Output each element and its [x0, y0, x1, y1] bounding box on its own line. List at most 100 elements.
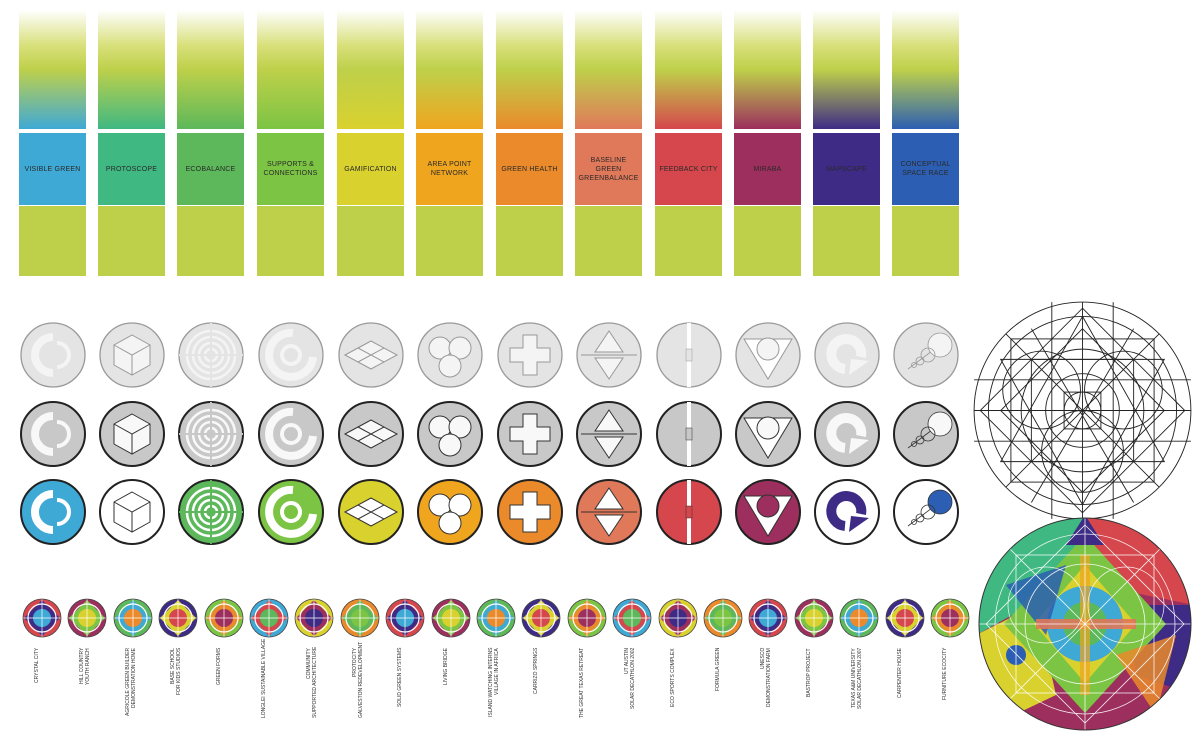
project-label-text: UT AUSTIN SOLAR DECATHLON 2002: [624, 648, 637, 710]
category-label: FEEDBACK CITY: [655, 133, 722, 205]
three-circles-light-icon: [417, 322, 483, 388]
project-diagram-icon: [476, 598, 516, 638]
category-column: PROTOSCOPE: [98, 10, 165, 276]
category-gradient: [813, 10, 880, 129]
arrow-loop-gray-icon: [814, 401, 880, 467]
category-gradient: [575, 10, 642, 129]
three-circles-color-icon: [417, 479, 483, 545]
split-gray-icon: [656, 401, 722, 467]
category-gradient: [655, 10, 722, 129]
project-label-text: LONGLEI SUSTAINABLE VILLAGE: [261, 638, 267, 718]
c-ring-gray-icon: [20, 401, 86, 467]
category-gradient: [177, 10, 244, 129]
cross-gray-icon: [497, 401, 563, 467]
category-label: SUPPORTS & CONNECTIONS: [257, 133, 324, 205]
category-gradient: [337, 10, 404, 129]
project-diagram-icon: [340, 598, 380, 638]
category-label-text: GREEN HEALTH: [501, 165, 558, 173]
hourglass-color-icon: [576, 479, 642, 545]
icon-grid: [20, 322, 959, 545]
project-label-text: ISLAND WATCHING INTERNS VILLAGE IN AFRIC…: [488, 648, 500, 718]
project-label-text: FURNITURE ECOCITY: [942, 648, 948, 701]
category-column: AREA POINT NETWORK: [416, 10, 483, 276]
category-column: MIRABA: [734, 10, 801, 276]
project-diagram-icon: [249, 598, 289, 638]
category-label: ECOBALANCE: [177, 133, 244, 205]
target-light-icon: [178, 322, 244, 388]
category-base: [337, 206, 404, 276]
category-gradient: [257, 10, 324, 129]
project-label-text: CRYSTAL CITY: [34, 648, 40, 684]
project-diagram-icon: [67, 598, 107, 638]
category-base: [496, 206, 563, 276]
category-label-text: CONCEPTUAL SPACE RACE: [900, 161, 951, 177]
category-label-text: FEEDBACK CITY: [659, 165, 718, 173]
category-base: [19, 206, 86, 276]
category-label: PROTOSCOPE: [98, 133, 165, 205]
category-label-text: PROTOSCOPE: [105, 165, 158, 173]
category-gradient: [496, 10, 563, 129]
category-base: [416, 206, 483, 276]
category-label-text: AREA POINT NETWORK: [427, 161, 472, 177]
category-column: ECOBALANCE: [177, 10, 244, 276]
category-label-text: SUPPORTS & CONNECTIONS: [263, 161, 318, 177]
project-label-text: TEXAS A&M UNIVERSITY SOLAR DECATHLON 200…: [851, 648, 864, 710]
category-column: CONCEPTUAL SPACE RACE: [892, 10, 959, 276]
geometry-construction-diagram: [973, 301, 1192, 520]
category-label: MAPSCAPE: [813, 133, 880, 205]
cross-color-icon: [497, 479, 563, 545]
project-label-text: AGRICOLE GREEN BUILDER DEMONSTRATION HOM…: [124, 648, 137, 717]
category-base: [257, 206, 324, 276]
category-base: [575, 206, 642, 276]
project-diagram-icon: [658, 598, 697, 638]
category-label: VISIBLE GREEN: [19, 133, 86, 205]
hourglass-light-icon: [576, 322, 642, 388]
category-label: BASELINE GREEN GREENBALANCE: [575, 133, 642, 205]
split-light-icon: [656, 322, 722, 388]
diamond-grid-color-icon: [338, 479, 404, 545]
project-diagram-icon: [113, 598, 153, 638]
category-gradient: [416, 10, 483, 129]
category-gradient: [892, 10, 959, 129]
v-drop-gray-icon: [735, 401, 801, 467]
project-diagram-icon: [748, 598, 788, 638]
project-diagram-icon: [521, 598, 561, 638]
diamond-grid-light-icon: [338, 322, 404, 388]
hourglass-gray-icon: [576, 401, 642, 467]
spiral-color-icon: [258, 479, 324, 545]
category-base: [177, 206, 244, 276]
category-label-text: GAMIFICATION: [344, 165, 397, 173]
spiral-light-icon: [258, 322, 324, 388]
project-diagram-icon: [612, 598, 652, 638]
project-diagram-icon: [158, 598, 198, 638]
category-label-text: BASELINE GREEN GREENBALANCE: [578, 156, 639, 182]
category-column: FEEDBACK CITY: [655, 10, 722, 276]
project-label-text: GREEN FORMS: [215, 648, 222, 686]
category-base: [98, 206, 165, 276]
project-label-text: ECO SPORTS COMPLEX: [669, 648, 676, 707]
project-label-text: CARPENTER HOUSE: [896, 648, 903, 699]
category-label-text: MIRABA: [753, 165, 782, 173]
project-diagram-icon: [294, 598, 334, 638]
project-diagram-icon: [794, 598, 834, 638]
project-label-text: CARRIZO SPRINGS: [533, 648, 540, 695]
category-label: CONCEPTUAL SPACE RACE: [892, 133, 959, 205]
category-column: SUPPORTS & CONNECTIONS: [257, 10, 324, 276]
project-label-text: THE GREAT TEXAS RETREAT: [578, 647, 585, 718]
cross-light-icon: [497, 322, 563, 388]
arrow-loop-color-icon: [814, 479, 880, 545]
cube-color-icon: [99, 479, 165, 545]
project-label-text: BASE SCHOOL FOR KIDS STUDIOS: [170, 648, 183, 696]
project-label-text: HILL COUNTRY YOUTH RANCH: [79, 648, 92, 685]
project-label-text: COMMUNITY SUPPORTED ARCHITECTURE: [306, 646, 319, 718]
project-label-text: FORMULA GREEN: [715, 648, 721, 692]
spiral-gray-icon: [258, 401, 324, 467]
cube-gray-icon: [99, 401, 165, 467]
bubbles-color-icon: [893, 479, 959, 545]
category-base: [813, 206, 880, 276]
diamond-grid-gray-icon: [338, 401, 404, 467]
category-label-text: ECOBALANCE: [185, 165, 236, 173]
arrow-loop-light-icon: [814, 322, 880, 388]
v-drop-color-icon: [735, 479, 801, 545]
category-column: GREEN HEALTH: [496, 10, 563, 276]
